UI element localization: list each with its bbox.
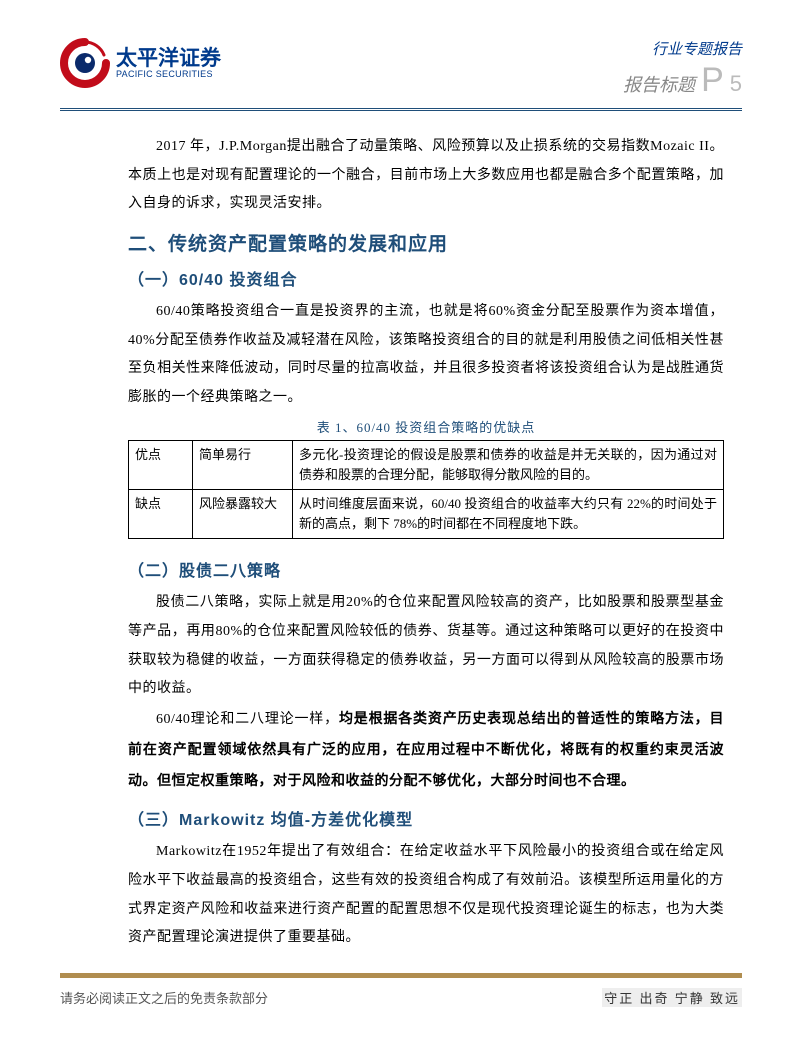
- company-logo: 太平洋证券 PACIFIC SECURITIES: [60, 38, 221, 88]
- doc-title: 报告标题: [623, 71, 695, 97]
- subsection-heading: （一）60/40 投资组合: [128, 266, 724, 290]
- section-heading: 二、传统资产配置策略的发展和应用: [128, 229, 724, 256]
- table-row: 缺点 风险暴露较大 从时间维度层面来说，60/40 投资组合的收益率大约只有 2…: [129, 490, 724, 539]
- body: 2017 年，J.P.Morgan提出融合了动量策略、风险预算以及止损系统的交易…: [60, 133, 742, 953]
- company-name-cn: 太平洋证券: [116, 47, 221, 70]
- disclaimer-note: 请务必阅读正文之后的免责条款部分: [60, 988, 268, 1007]
- subsection-heading: （二）股债二八策略: [128, 557, 724, 581]
- table-caption: 表 1、60/40 投资组合策略的优缺点: [128, 417, 724, 436]
- cell: 多元化-投资理论的假设是股票和债券的收益是并无关联的，因为通过对债券和股票的合理…: [293, 440, 724, 489]
- cell: 风险暴露较大: [193, 490, 293, 539]
- company-name-en: PACIFIC SECURITIES: [116, 70, 221, 80]
- logo-icon: [60, 38, 110, 88]
- footer: 请务必阅读正文之后的免责条款部分 守正 出奇 宁静 致远: [0, 973, 802, 1007]
- header-rule: [60, 108, 742, 111]
- footer-rule: [60, 973, 742, 978]
- cell: 简单易行: [193, 440, 293, 489]
- cell: 缺点: [129, 490, 193, 539]
- header: 太平洋证券 PACIFIC SECURITIES 行业专题报告 报告标题 P5: [60, 38, 742, 100]
- cell: 从时间维度层面来说，60/40 投资组合的收益率大约只有 22%的时间处于新的高…: [293, 490, 724, 539]
- cell: 优点: [129, 440, 193, 489]
- header-meta: 行业专题报告 报告标题 P5: [623, 38, 742, 100]
- text: 60/40理论和二八理论一样，: [156, 712, 339, 727]
- page-prefix: P: [701, 61, 724, 100]
- paragraph: 股债二八策略，实际上就是用20%的仓位来配置风险较高的资产，比如股票和股票型基金…: [128, 589, 724, 704]
- subsection-heading: （三）Markowitz 均值-方差优化模型: [128, 806, 724, 830]
- page-number: 5: [730, 71, 742, 97]
- intro-paragraph: 2017 年，J.P.Morgan提出融合了动量策略、风险预算以及止损系统的交易…: [128, 133, 724, 219]
- table-row: 优点 简单易行 多元化-投资理论的假设是股票和债券的收益是并无关联的，因为通过对…: [129, 440, 724, 489]
- doc-type: 行业专题报告: [623, 38, 742, 59]
- paragraph: 60/40理论和二八理论一样，均是根据各类资产历史表现总结出的普适性的策略方法，…: [128, 704, 724, 796]
- footer-motto: 守正 出奇 宁静 致远: [602, 988, 742, 1007]
- advantages-table: 优点 简单易行 多元化-投资理论的假设是股票和债券的收益是并无关联的，因为通过对…: [128, 440, 724, 540]
- paragraph: Markowitz在1952年提出了有效组合：在给定收益水平下风险最小的投资组合…: [128, 838, 724, 953]
- paragraph: 60/40策略投资组合一直是投资界的主流，也就是将60%资金分配至股票作为资本增…: [128, 298, 724, 413]
